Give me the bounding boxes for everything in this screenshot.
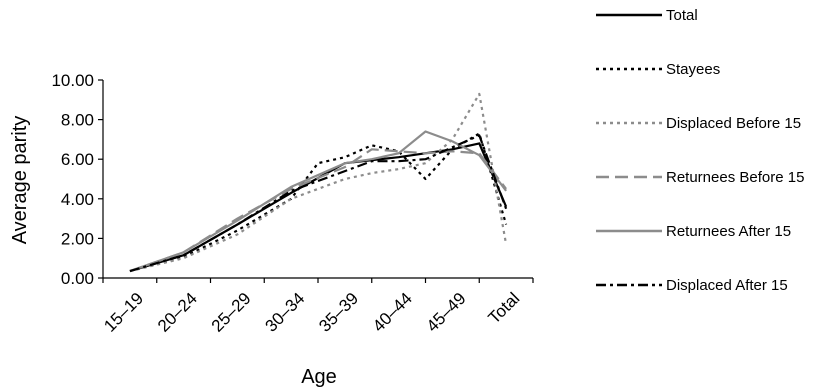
y-tick-label: 10.00 xyxy=(51,71,94,90)
legend-label-stayees: Stayees xyxy=(666,61,720,78)
legend-label-total: Total xyxy=(666,7,698,24)
y-tick-label: 8.00 xyxy=(61,111,94,130)
series-line-displaced-after-15 xyxy=(129,134,508,273)
y-tick-label: 4.00 xyxy=(61,190,94,209)
plot-area xyxy=(129,92,508,273)
x-tick-label: 40–44 xyxy=(369,289,416,336)
y-tick-label: 6.00 xyxy=(61,150,94,169)
x-tick-label: 15–19 xyxy=(100,289,147,336)
legend-label-returnees-after-15: Returnees After 15 xyxy=(666,223,791,240)
legend: Total Stayees Displaced Before 15 Returnees… xyxy=(596,7,804,294)
legend-label-displaced-after-15: Displaced After 15 xyxy=(666,277,788,294)
legend-label-displaced-before-15: Displaced Before 15 xyxy=(666,115,801,132)
x-tick-label: 30–34 xyxy=(262,289,309,336)
x-tick-label: 25–29 xyxy=(208,289,255,336)
series-line-stayees xyxy=(129,132,508,273)
series-line-returnees-before-15 xyxy=(129,148,507,273)
x-tick-label: Total xyxy=(485,289,524,328)
legend-label-returnees-before-15: Returnees Before 15 xyxy=(666,169,804,186)
y-tick-label: 2.00 xyxy=(61,229,94,248)
x-tick-label: 45–49 xyxy=(423,289,470,336)
axes: 0.00 2.00 4.00 6.00 8.00 10.00 15–19 20–24 25–29… xyxy=(51,71,534,336)
x-tick-label: 35–39 xyxy=(315,289,362,336)
y-axis-title: Average parity xyxy=(9,116,31,245)
x-tick-label: 20–24 xyxy=(154,289,201,336)
series-line-displaced-before-15 xyxy=(129,92,508,273)
series-line-returnees-after-15 xyxy=(129,130,507,273)
x-axis-title: Age xyxy=(301,366,337,388)
y-tick-label: 0.00 xyxy=(61,269,94,288)
